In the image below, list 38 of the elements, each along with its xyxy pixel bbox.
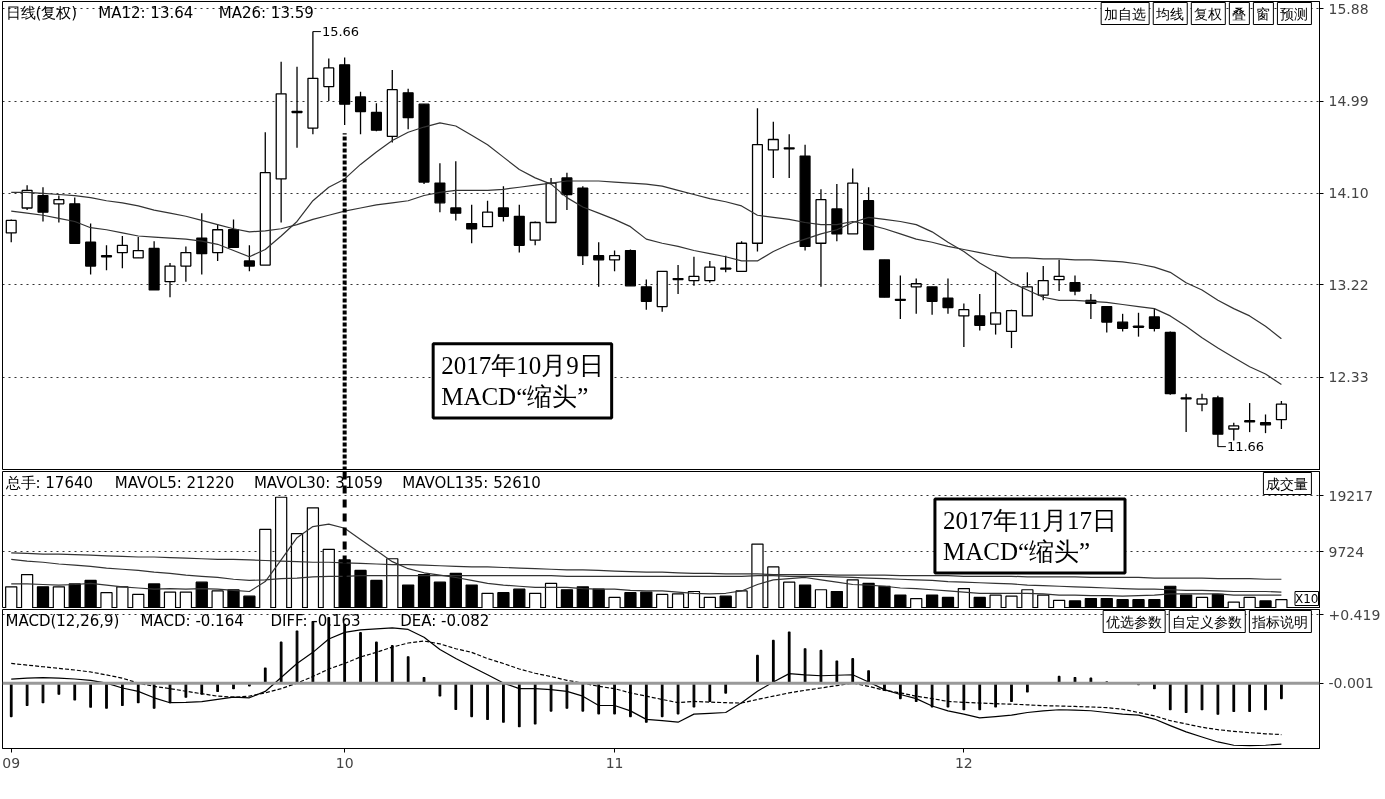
y-tick-label: 14.99 — [1328, 93, 1369, 110]
annotation: 均线 — [1155, 5, 1185, 22]
chart-title: MACD(12,26,9) — [5, 611, 120, 630]
annotation: 成交量 — [1266, 475, 1309, 492]
x-tick-label: 12 — [954, 754, 973, 771]
y-tick-label: +0.419 — [1328, 606, 1381, 623]
chart-title: 总手: 17640 — [4, 473, 94, 492]
annotation: DEA: -0.082 — [400, 611, 490, 630]
x-tick-label: 10 — [335, 754, 354, 771]
annotation: MA26: 13.59 — [218, 3, 314, 22]
annotation: MACD: -0.164 — [140, 611, 244, 630]
y-tick-label: -0.001 — [1328, 675, 1374, 692]
annotation: 2017年11月17日 MACD“缩头” — [942, 506, 1118, 565]
y-tick-label: 9724 — [1328, 543, 1365, 560]
y-tick-label: 15.88 — [1328, 0, 1369, 17]
annotation: 叠 — [1232, 5, 1247, 22]
x-tick-label: 11 — [605, 754, 624, 771]
annotation: 15.66 — [321, 24, 360, 40]
annotation: MA12: 13.64 — [98, 3, 194, 22]
y-tick-label: 14.10 — [1328, 185, 1369, 202]
annotation: MAVOL135: 52610 — [402, 473, 541, 492]
annotation: 11.66 — [1226, 439, 1265, 455]
y-tick-label: 19217 — [1328, 487, 1374, 504]
chart-title: 日线(复权) — [5, 3, 78, 22]
annotation: MAVOL30: 31059 — [253, 473, 383, 492]
y-tick-label: 13.22 — [1328, 276, 1369, 293]
y-tick-label: 12.33 — [1328, 369, 1369, 386]
annotation: 自定义参数 — [1172, 613, 1243, 630]
annotation: 复权 — [1194, 5, 1223, 22]
annotation: MAVOL5: 21220 — [114, 473, 235, 492]
annotation: 指标说明 — [1251, 613, 1309, 630]
annotation: 预测 — [1280, 5, 1309, 22]
annotation: 窗 — [1256, 5, 1271, 22]
x-tick-label: 09 — [2, 754, 21, 771]
text: X10 — [1295, 591, 1319, 606]
annotation: 加自选 — [1104, 5, 1147, 22]
annotation: 优选参数 — [1106, 613, 1163, 630]
annotation: 2017年10月9日 MACD“缩头” — [441, 351, 604, 410]
